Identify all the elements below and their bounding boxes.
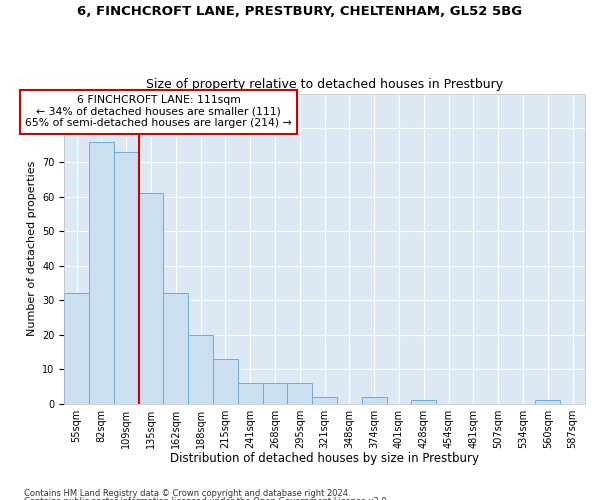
Bar <box>163 294 188 404</box>
Bar <box>139 194 163 404</box>
Y-axis label: Number of detached properties: Number of detached properties <box>26 161 37 336</box>
Title: Size of property relative to detached houses in Prestbury: Size of property relative to detached ho… <box>146 78 503 91</box>
Bar <box>312 396 337 404</box>
Bar <box>213 359 238 404</box>
Bar <box>89 142 114 404</box>
Bar <box>412 400 436 404</box>
Bar <box>287 383 312 404</box>
Bar <box>362 396 386 404</box>
Bar <box>238 383 263 404</box>
Text: Contains HM Land Registry data © Crown copyright and database right 2024.: Contains HM Land Registry data © Crown c… <box>24 488 350 498</box>
Text: 6 FINCHCROFT LANE: 111sqm
← 34% of detached houses are smaller (111)
65% of semi: 6 FINCHCROFT LANE: 111sqm ← 34% of detac… <box>25 96 292 128</box>
Bar <box>535 400 560 404</box>
Bar <box>263 383 287 404</box>
X-axis label: Distribution of detached houses by size in Prestbury: Distribution of detached houses by size … <box>170 452 479 465</box>
Bar <box>64 294 89 404</box>
Bar <box>114 152 139 404</box>
Bar <box>188 334 213 404</box>
Text: Contains public sector information licensed under the Open Government Licence v3: Contains public sector information licen… <box>24 497 389 500</box>
Text: 6, FINCHCROFT LANE, PRESTBURY, CHELTENHAM, GL52 5BG: 6, FINCHCROFT LANE, PRESTBURY, CHELTENHA… <box>77 5 523 18</box>
